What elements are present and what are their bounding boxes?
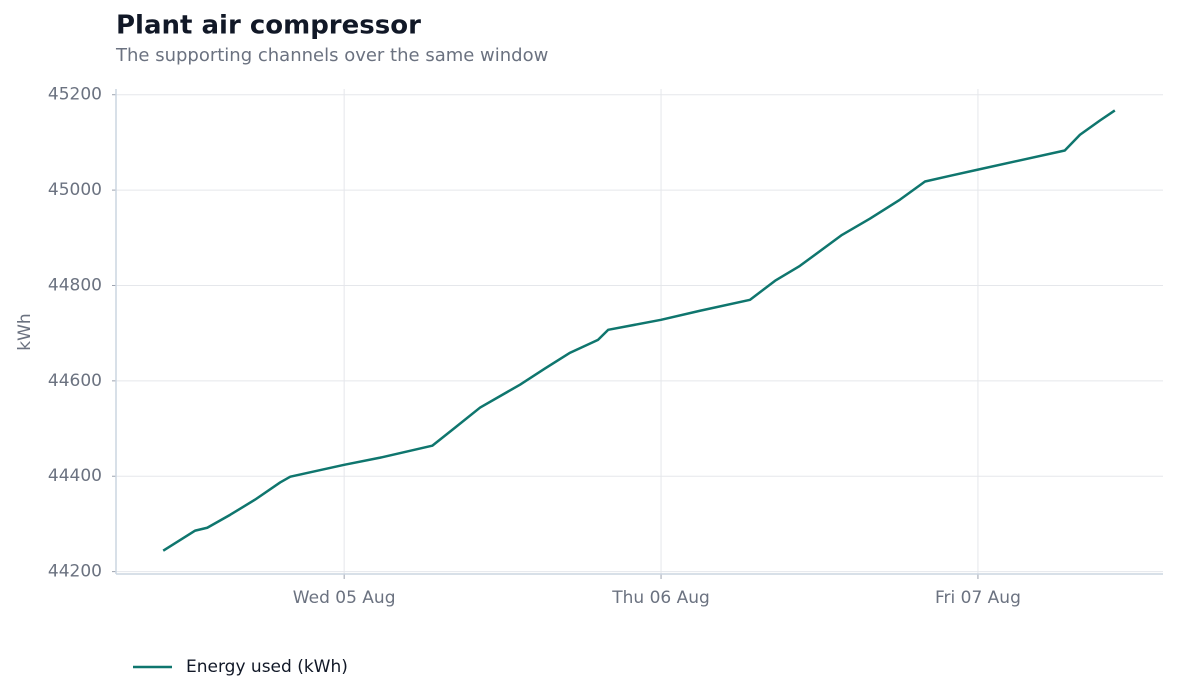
x-tick-label: Wed 05 Aug [293, 588, 396, 608]
y-tick-label: 45000 [48, 180, 102, 200]
chart-title: Plant air compressor [116, 11, 421, 41]
data-line [162, 109, 1116, 552]
y-tick-label: 44800 [48, 275, 102, 295]
legend-label: Energy used (kWh) [186, 657, 348, 677]
chart-subtitle: The supporting channels over the same wi… [115, 45, 548, 66]
y-axis-label: kWh [15, 313, 35, 350]
x-tick-label: Thu 06 Aug [611, 588, 710, 608]
y-tick-label: 44600 [48, 371, 102, 391]
y-tick-label: 45200 [48, 85, 102, 105]
y-tick-label: 44200 [48, 562, 102, 582]
x-tick-label: Fri 07 Aug [935, 588, 1021, 608]
y-tick-label: 44400 [48, 466, 102, 486]
